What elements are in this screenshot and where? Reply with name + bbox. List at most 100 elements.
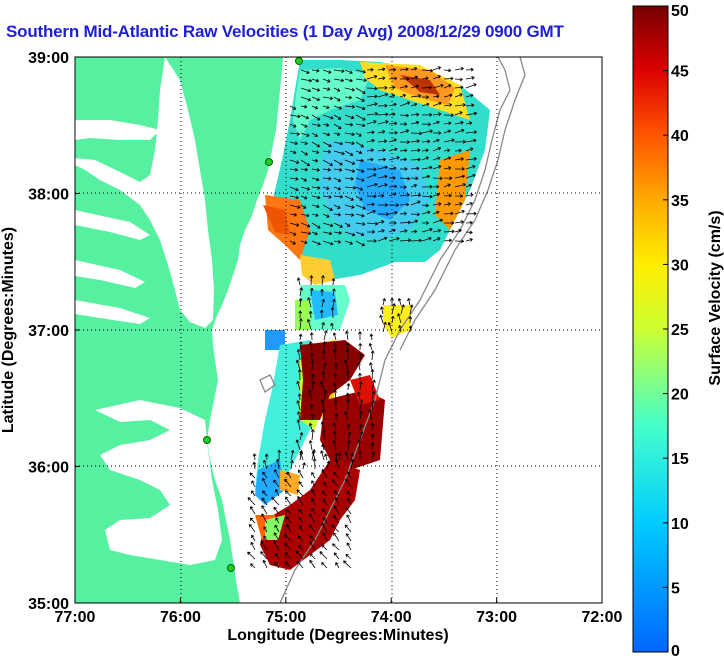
colorbar-tick-label: 30	[671, 257, 689, 274]
velocity-arrow	[410, 238, 422, 243]
velocity-arrow	[355, 231, 365, 237]
y-axis-label: Latitude (Degrees:Minutes)	[0, 227, 17, 433]
velocity-arrow	[322, 167, 331, 172]
velocity-arrow	[465, 165, 476, 170]
velocity-arrow	[334, 497, 340, 506]
velocity-arrow	[355, 123, 366, 128]
velocity-arrow	[454, 128, 465, 134]
velocity-arrow	[366, 130, 375, 135]
velocity-arrow	[310, 360, 315, 371]
velocity-arrow	[345, 330, 349, 341]
x-axis-label: Longitude (Degrees:Minutes)	[227, 627, 448, 644]
velocity-arrow	[388, 210, 398, 215]
velocity-arrow	[300, 123, 308, 128]
velocity-arrow	[275, 458, 280, 470]
velocity-arrow	[359, 399, 364, 411]
x-tick-label: 76:00	[160, 609, 201, 626]
velocity-arrow	[454, 111, 463, 116]
bathymetry-contours	[259, 57, 526, 603]
velocity-arrow	[357, 391, 361, 401]
colorbar-tick-label: 40	[671, 128, 689, 145]
velocity-arrow	[443, 193, 452, 198]
velocity-arrow	[357, 362, 361, 371]
velocity-arrow	[309, 352, 314, 361]
velocity-arrow	[355, 213, 365, 218]
plot-area	[74, 56, 603, 604]
velocity-arrow	[300, 69, 310, 74]
velocity-arrow	[277, 449, 282, 461]
velocity-arrow	[454, 103, 466, 107]
velocity-arrow	[377, 112, 389, 117]
velocity-arrow	[371, 451, 376, 461]
velocity-arrow	[252, 461, 257, 470]
velocity-arrow	[286, 471, 292, 479]
velocity-arrow	[410, 112, 420, 117]
colorbar-tick-label: 5	[671, 580, 680, 597]
velocity-arrow	[344, 451, 349, 461]
velocity-arrow	[454, 209, 465, 215]
velocity-arrow	[289, 204, 301, 209]
velocity-arrow	[289, 167, 298, 172]
velocity-arrow	[410, 139, 420, 144]
velocity-arrow	[421, 174, 430, 179]
velocity-arrow	[299, 525, 304, 533]
velocity-arrow	[309, 513, 316, 524]
velocity-arrow	[388, 147, 398, 152]
velocity-arrow	[421, 203, 429, 208]
velocity-arrow	[323, 362, 328, 371]
velocity-arrow	[311, 413, 315, 421]
velocity-arrow	[432, 228, 442, 233]
velocity-arrow	[332, 288, 336, 297]
velocity-arrow	[251, 480, 256, 488]
velocity-arrow	[333, 114, 342, 120]
velocity-arrow	[262, 459, 268, 470]
velocity-arrow	[289, 186, 299, 192]
radar-site-marker	[203, 436, 211, 444]
velocity-arrow	[370, 422, 375, 431]
velocity-arrow	[286, 524, 292, 533]
velocity-arrow	[333, 505, 340, 515]
velocity-arrow	[311, 240, 321, 246]
velocity-arrow	[346, 490, 352, 497]
velocity-arrow	[311, 480, 316, 488]
velocity-arrow	[432, 202, 442, 206]
velocity-arrow	[311, 105, 319, 110]
velocity-arrow	[309, 524, 316, 533]
velocity-arrow	[366, 202, 375, 207]
velocity-arrow	[261, 497, 268, 506]
velocity-arrow	[454, 220, 464, 224]
velocity-arrow	[421, 139, 431, 144]
velocity-arrow	[333, 490, 340, 497]
velocity-arrow	[298, 341, 303, 351]
velocity-arrow	[359, 410, 363, 421]
velocity-arrow	[368, 342, 373, 351]
velocity-arrow	[410, 157, 421, 162]
velocity-arrow	[465, 83, 477, 89]
velocity-arrow	[345, 370, 350, 381]
velocity-arrow	[322, 231, 333, 236]
velocity-arrow	[421, 156, 429, 161]
velocity-arrow	[333, 167, 343, 172]
colorbar-tick-label: 0	[671, 643, 680, 659]
velocity-arrow	[309, 275, 314, 286]
velocity-arrow	[465, 93, 474, 98]
velocity-arrow	[355, 114, 366, 121]
velocity-arrow	[344, 122, 354, 127]
colorbar-tick-label: 20	[671, 387, 689, 404]
velocity-arrow	[319, 551, 328, 560]
velocity-arrow	[399, 167, 408, 171]
x-tick-label: 74:00	[371, 609, 412, 626]
velocity-arrow	[323, 389, 328, 401]
map-title: Southern Mid-Atlantic Raw Velocities (1 …	[6, 22, 564, 41]
velocity-arrow	[443, 148, 451, 153]
velocity-arrow	[408, 325, 413, 333]
velocity-arrow	[465, 173, 476, 179]
velocity-arrow	[247, 497, 256, 506]
velocity-arrow	[409, 304, 414, 315]
velocity-arrow	[261, 505, 268, 515]
velocity-arrow	[297, 535, 304, 542]
velocity-arrow	[377, 103, 388, 108]
x-tick-label: 75:00	[265, 609, 306, 626]
velocity-arrow	[399, 113, 409, 118]
velocity-arrow	[465, 67, 474, 72]
